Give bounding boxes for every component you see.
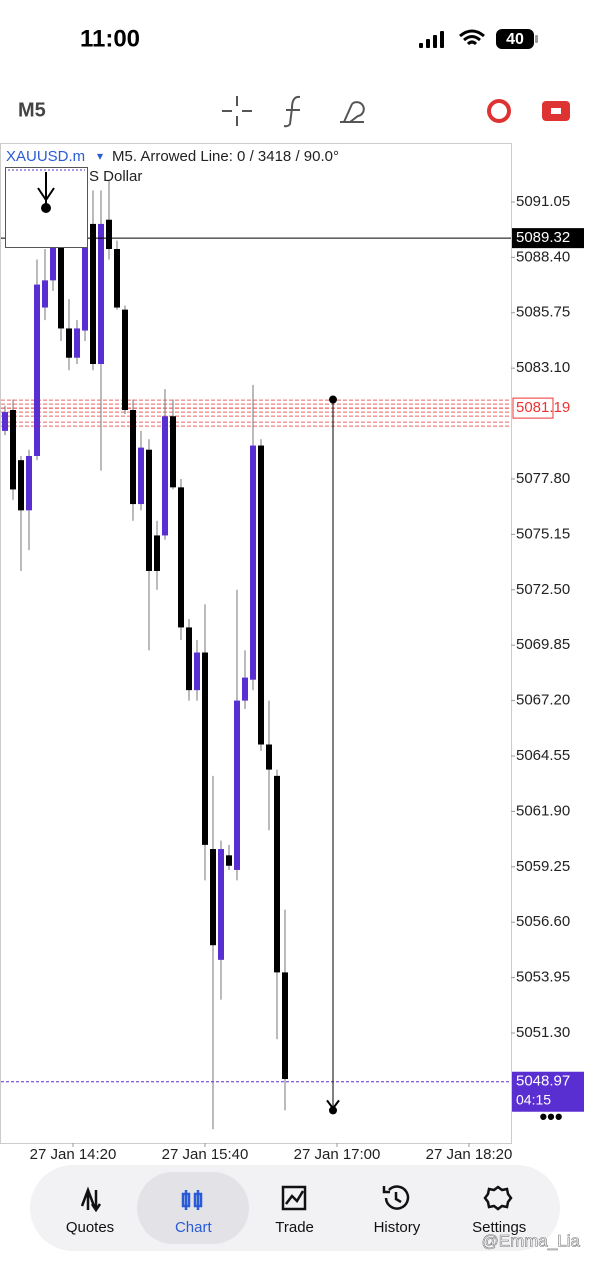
candle-body [282,972,288,1080]
nav-label[interactable]: History [374,1219,421,1236]
nav-icon[interactable] [483,1185,513,1211]
y-tick-label: 5059.25 [516,858,570,875]
y-tick-label: 5069.85 [516,636,570,653]
battery-icon [496,29,534,49]
candle-body [194,652,200,691]
x-tick-label: 27 Jan 14:20 [30,1146,117,1163]
nav-label[interactable]: Chart [175,1219,213,1236]
candle-body [98,223,104,364]
candle-body [210,849,216,946]
candle-body [242,677,248,701]
more-menu[interactable]: ••• [539,1104,562,1129]
candle-body [250,445,256,680]
y-tick-label: 5083.10 [516,359,570,376]
y-tick-label: 5056.60 [516,913,570,930]
price-label-box [512,1071,584,1112]
candle-body [186,627,192,691]
candle-body [266,744,272,770]
candle-body [74,328,80,358]
battery-level: 40 [506,31,524,48]
preview-dot [41,203,51,213]
candle-body [202,652,208,845]
nav-label[interactable]: Settings [472,1219,526,1236]
x-tick-label: 27 Jan 18:20 [426,1146,513,1163]
candle-body [2,412,8,431]
arrow-start [329,395,337,404]
y-tick-label: 5075.15 [516,525,570,542]
timeframe-button[interactable]: M5 [18,99,46,121]
bid-label: 5089.32 [516,229,570,246]
candle-body [274,775,280,973]
candle-body [258,445,264,745]
candle-body [82,223,88,331]
candle-body [58,244,64,329]
candle-body [162,416,168,536]
arrow-end [329,1106,337,1115]
symbol-description: S Dollar [89,168,142,185]
candle-body [130,409,136,505]
nav-label[interactable]: Quotes [66,1219,114,1236]
candle-body [18,460,24,511]
wifi-icon [459,29,485,46]
watermark: @Emma_Lia [481,1231,580,1250]
candle-body [114,249,120,308]
y-tick-label: 5077.80 [516,470,570,487]
candle-body [34,284,40,456]
candle-body [154,535,160,571]
nav-icon[interactable] [281,1185,307,1211]
price-label: 5048.97 [516,1073,570,1090]
nav-icon[interactable] [181,1190,203,1210]
signal-icon [419,31,444,48]
candle-body [138,447,144,505]
y-tick-label: 5085.75 [516,304,570,321]
nav-label[interactable]: Trade [275,1219,314,1236]
nav-icon[interactable] [80,1186,102,1213]
candle-body [218,849,224,960]
y-tick-label: 5051.30 [516,1024,570,1041]
plot [1,180,511,1130]
nav-items: Quotes Chart Trade History Settings [66,1185,526,1236]
candle-body [66,328,72,358]
candle-body [90,223,96,364]
symbol[interactable]: XAUUSD.m [6,148,85,165]
candle-body [10,409,16,490]
x-tick-label: 27 Jan 17:00 [294,1146,381,1163]
level-label: 5081.19 [516,399,570,416]
nav-active [137,1172,249,1244]
candle-body [106,219,112,250]
candle-body [226,855,232,866]
candle-body [146,449,152,571]
status-time: 11:00 [80,25,140,52]
y-tick-label: 5072.50 [516,581,570,598]
candle-body [170,416,176,488]
candle-body [122,309,128,410]
y-tick-label: 5053.95 [516,969,570,986]
bid-label-box [512,228,584,249]
candle-body [234,700,240,870]
nav-icon[interactable] [382,1185,410,1210]
y-tick-label: 5088.40 [516,248,570,265]
candle-body [26,455,32,511]
chart-info: M5. Arrowed Line: 0 / 3418 / 90.0° [112,148,339,165]
candle-body [50,240,56,281]
level-label-box [512,397,554,419]
preview-arrow [37,172,55,206]
x-tick-label: 27 Jan 15:40 [162,1146,249,1163]
battery-tip [535,35,538,43]
candle-body [178,487,184,628]
y-tick-label: 5061.90 [516,802,570,819]
y-tick-label: 5064.55 [516,747,570,764]
toolbar-icons[interactable] [222,95,570,128]
candle-body [42,280,48,308]
countdown: 04:15 [516,1091,551,1107]
y-tick-label: 5091.05 [516,193,570,210]
symbol-dropdown[interactable]: ▾ [97,149,103,163]
y-tick-label: 5067.20 [516,692,570,709]
